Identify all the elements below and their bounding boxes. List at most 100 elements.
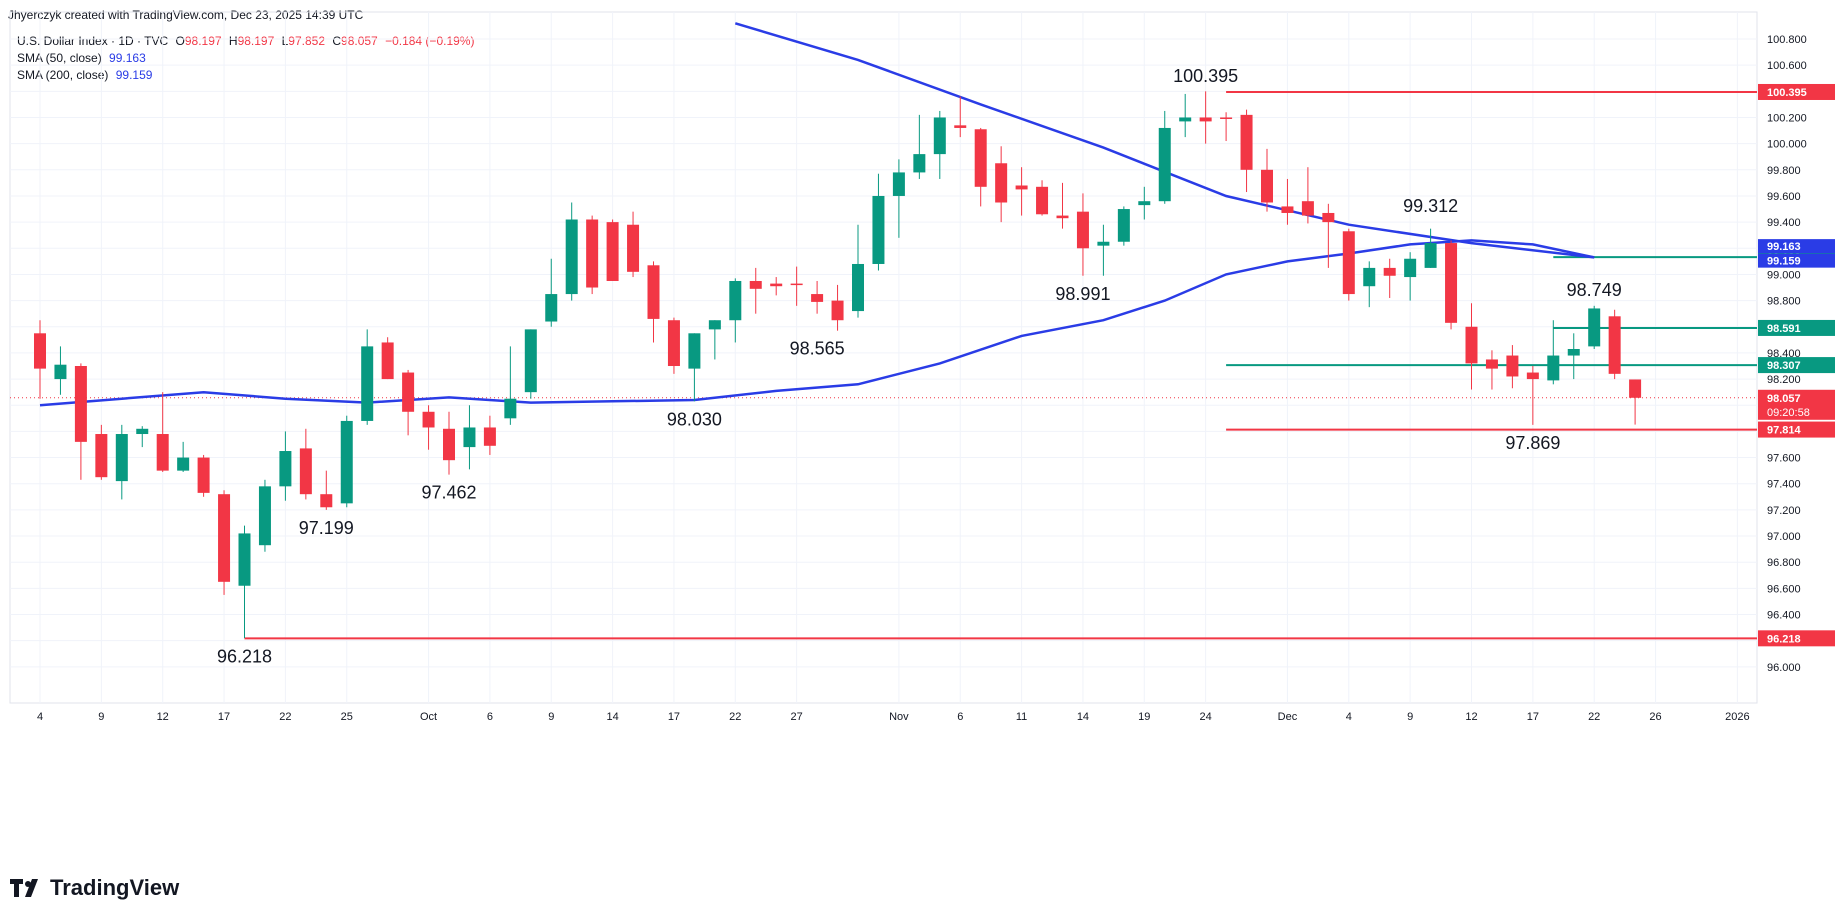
candle-down [1281,178,1294,225]
candle-down [299,428,312,500]
candle-down [320,470,333,510]
x-tick-label: 4 [1346,711,1352,723]
price-axis[interactable]: 96.00096.20096.40096.60096.80097.00097.2… [1758,34,1835,674]
symbol-legend[interactable]: U.S. Dollar Index · 1D · TVC O98.197 H98… [17,34,474,48]
candle-down [627,211,640,278]
candle-down [156,392,169,472]
candle-body [1322,212,1335,223]
candle-body [1608,316,1621,374]
candle-down [402,369,415,436]
candle-body [954,125,967,128]
candle-body [1199,117,1212,122]
candle-down [1036,180,1049,216]
x-tick-label: 27 [791,711,803,723]
candle-body [1485,359,1498,369]
candle-body [1015,185,1028,190]
candle-body [708,320,721,330]
x-tick-label: 14 [1077,711,1089,723]
candle-up [1179,93,1192,138]
candle-down [483,415,496,455]
candle-body [504,398,517,419]
change-value: −0.184 (−0.19%) [385,34,475,48]
sma50-legend[interactable]: SMA (50, close) 99.163 [17,51,146,65]
candle-body [545,294,558,322]
candle-body [974,129,987,187]
candle-down [1199,91,1212,144]
candle-body [443,428,455,461]
candle-body [1240,114,1253,170]
candle-body [627,224,640,272]
candle-down [749,267,762,314]
candle-up [1363,261,1376,308]
candle-down [667,317,680,374]
candle-up [708,320,721,360]
candle-down [995,146,1008,223]
high-value: 98.197 [237,34,275,48]
close-label: C [332,34,342,48]
time-axis[interactable]: 4 9 12 17 22 25 Oct 6 9 14 17 22 27 Nov 6 11 14 19 24 Dec 4 9… [37,711,1750,723]
y-tick-label: 100.000 [1767,139,1807,151]
candle-down [95,424,108,480]
candle-down [1485,350,1498,390]
candle-up [258,479,271,552]
price-annotation: 98.565 [790,339,845,359]
candle-body [913,154,926,173]
y-tick-label: 97.000 [1767,531,1801,543]
y-tick-label: 98.800 [1767,296,1801,308]
candle-body [1588,308,1601,347]
candle-body [892,172,905,196]
candle-down [74,363,87,480]
candle-body [1281,206,1294,213]
candle-down [974,127,987,207]
candle-body [1158,127,1171,202]
candle-body [729,280,742,321]
candle-down [770,277,783,296]
tradingview-logo-icon [10,879,44,897]
candle-up [933,110,946,179]
x-tick-label: 14 [606,711,618,723]
candle-up [524,329,537,399]
candle-down [1342,228,1355,301]
candle-body [1383,267,1396,276]
candle-up [1117,206,1130,246]
symbol-name: U.S. Dollar Index · 1D · TVC [17,34,169,48]
x-tick-label: 9 [1407,711,1413,723]
y-tick-label: 96.800 [1767,557,1801,569]
x-tick-label: 26 [1649,711,1661,723]
candle-body [340,420,353,504]
y-tick-label: 96.000 [1767,662,1801,674]
x-tick-label: 25 [341,711,353,723]
candle-body [1567,348,1580,356]
candle-body [667,320,680,367]
candle-up [1404,252,1417,301]
candle-body [1506,355,1519,377]
candle-down [811,280,824,314]
x-tick-label: 17 [218,711,230,723]
candle-up [279,431,292,501]
y-tick-label: 96.400 [1767,610,1801,622]
candle-body [115,434,128,482]
candle-body [790,283,803,286]
candle-up [1547,320,1560,385]
tradingview-logo[interactable]: TradingView [10,875,179,901]
candle-body [238,533,251,586]
sma-price-tag-label: 99.163 [1767,241,1801,253]
candle-up [565,202,578,301]
candle-body [218,494,231,582]
y-tick-label: 100.200 [1767,112,1807,124]
candle-body [852,263,864,312]
candle-body [933,117,946,155]
level-tag-label: 98.591 [1767,323,1801,335]
price-chart[interactable]: 96.218 97.199 97.462 98.030 98.565 98.991 100.… [0,0,1835,850]
candle-up [872,173,885,271]
candle-body [95,434,108,478]
candle-down [1629,379,1642,425]
candle-body [197,457,210,493]
candle-up [177,441,190,472]
level-lines [10,90,1757,640]
candle-down [1220,112,1233,142]
candle-body [606,222,619,281]
y-tick-label: 98.200 [1767,374,1801,386]
candle-up [1424,228,1437,268]
candle-body [1547,355,1560,381]
